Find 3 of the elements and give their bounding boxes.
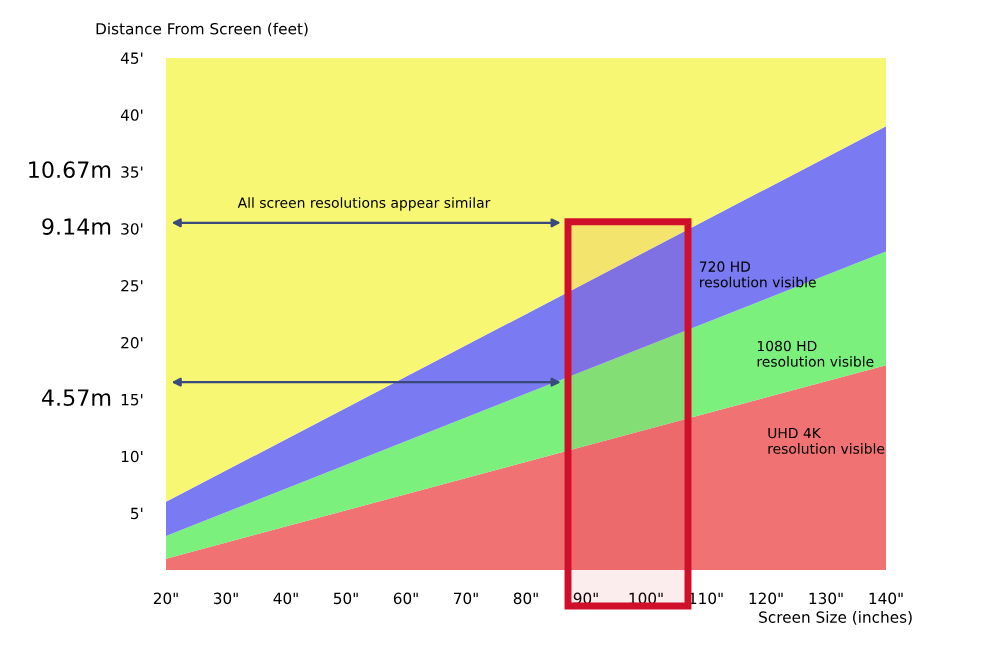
text: 9.14m (42, 218, 111, 235)
text: 10.67m (29, 161, 111, 179)
text: 4.57m (41, 389, 111, 406)
